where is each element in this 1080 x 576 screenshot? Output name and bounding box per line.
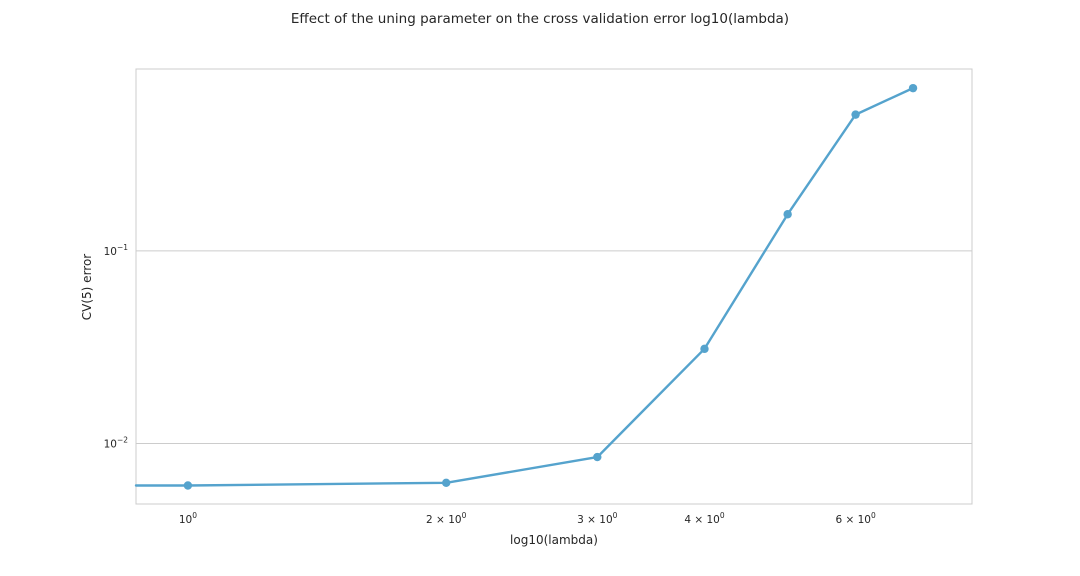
y-axis-ticks: 10−210−1 [104,243,129,451]
x-tick-exponent: 0 [613,511,618,520]
x-tick-mantissa: 4 × [684,514,706,526]
series-layer [134,83,918,490]
y-tick-base: 10 [104,246,117,258]
x-tick-base: 10 [706,514,719,526]
x-tick-base: 10 [858,514,871,526]
plot-area-frame [135,68,973,505]
x-tick-exponent: 0 [720,511,725,520]
x-tick-exponent: 0 [462,511,467,520]
x-tick-mantissa: 2 × [426,514,448,526]
y-tick-label: 10−1 [104,243,129,258]
x-tick-label: 3 × 100 [577,511,618,526]
x-tick-exponent: 0 [192,511,197,520]
x-tick-label: 2 × 100 [426,511,467,526]
y-tick-exponent: −1 [117,243,128,252]
data-point [783,210,792,219]
data-point [183,481,193,490]
data-point [700,344,709,354]
x-axis-ticks: 100 2 × 100 3 × 100 4 × 100 6 × 100 [179,511,876,526]
x-tick-label: 6 × 100 [835,511,876,526]
data-point [441,478,451,487]
data-point [593,452,602,462]
y-tick-exponent: −2 [117,435,128,444]
y-tick-label: 10−2 [104,435,129,450]
x-tick-label: 4 × 100 [684,511,725,526]
x-tick-base: 10 [599,514,612,526]
series-line [134,86,915,487]
x-tick-mantissa: 6 × [835,514,857,526]
x-tick-mantissa: 3 × [577,514,599,526]
y-axis-label: CV(5) error [80,254,94,321]
y-tick-base: 10 [104,438,117,450]
x-tick-base: 10 [179,514,192,526]
grid-lines [136,250,972,444]
chart-title: Effect of the uning parameter on the cro… [291,11,789,27]
x-tick-exponent: 0 [871,511,876,520]
x-tick-base: 10 [448,514,461,526]
x-axis-label: log10(lambda) [510,533,598,547]
data-point [851,110,860,119]
x-tick-label: 100 [179,511,197,526]
data-point [908,83,918,93]
